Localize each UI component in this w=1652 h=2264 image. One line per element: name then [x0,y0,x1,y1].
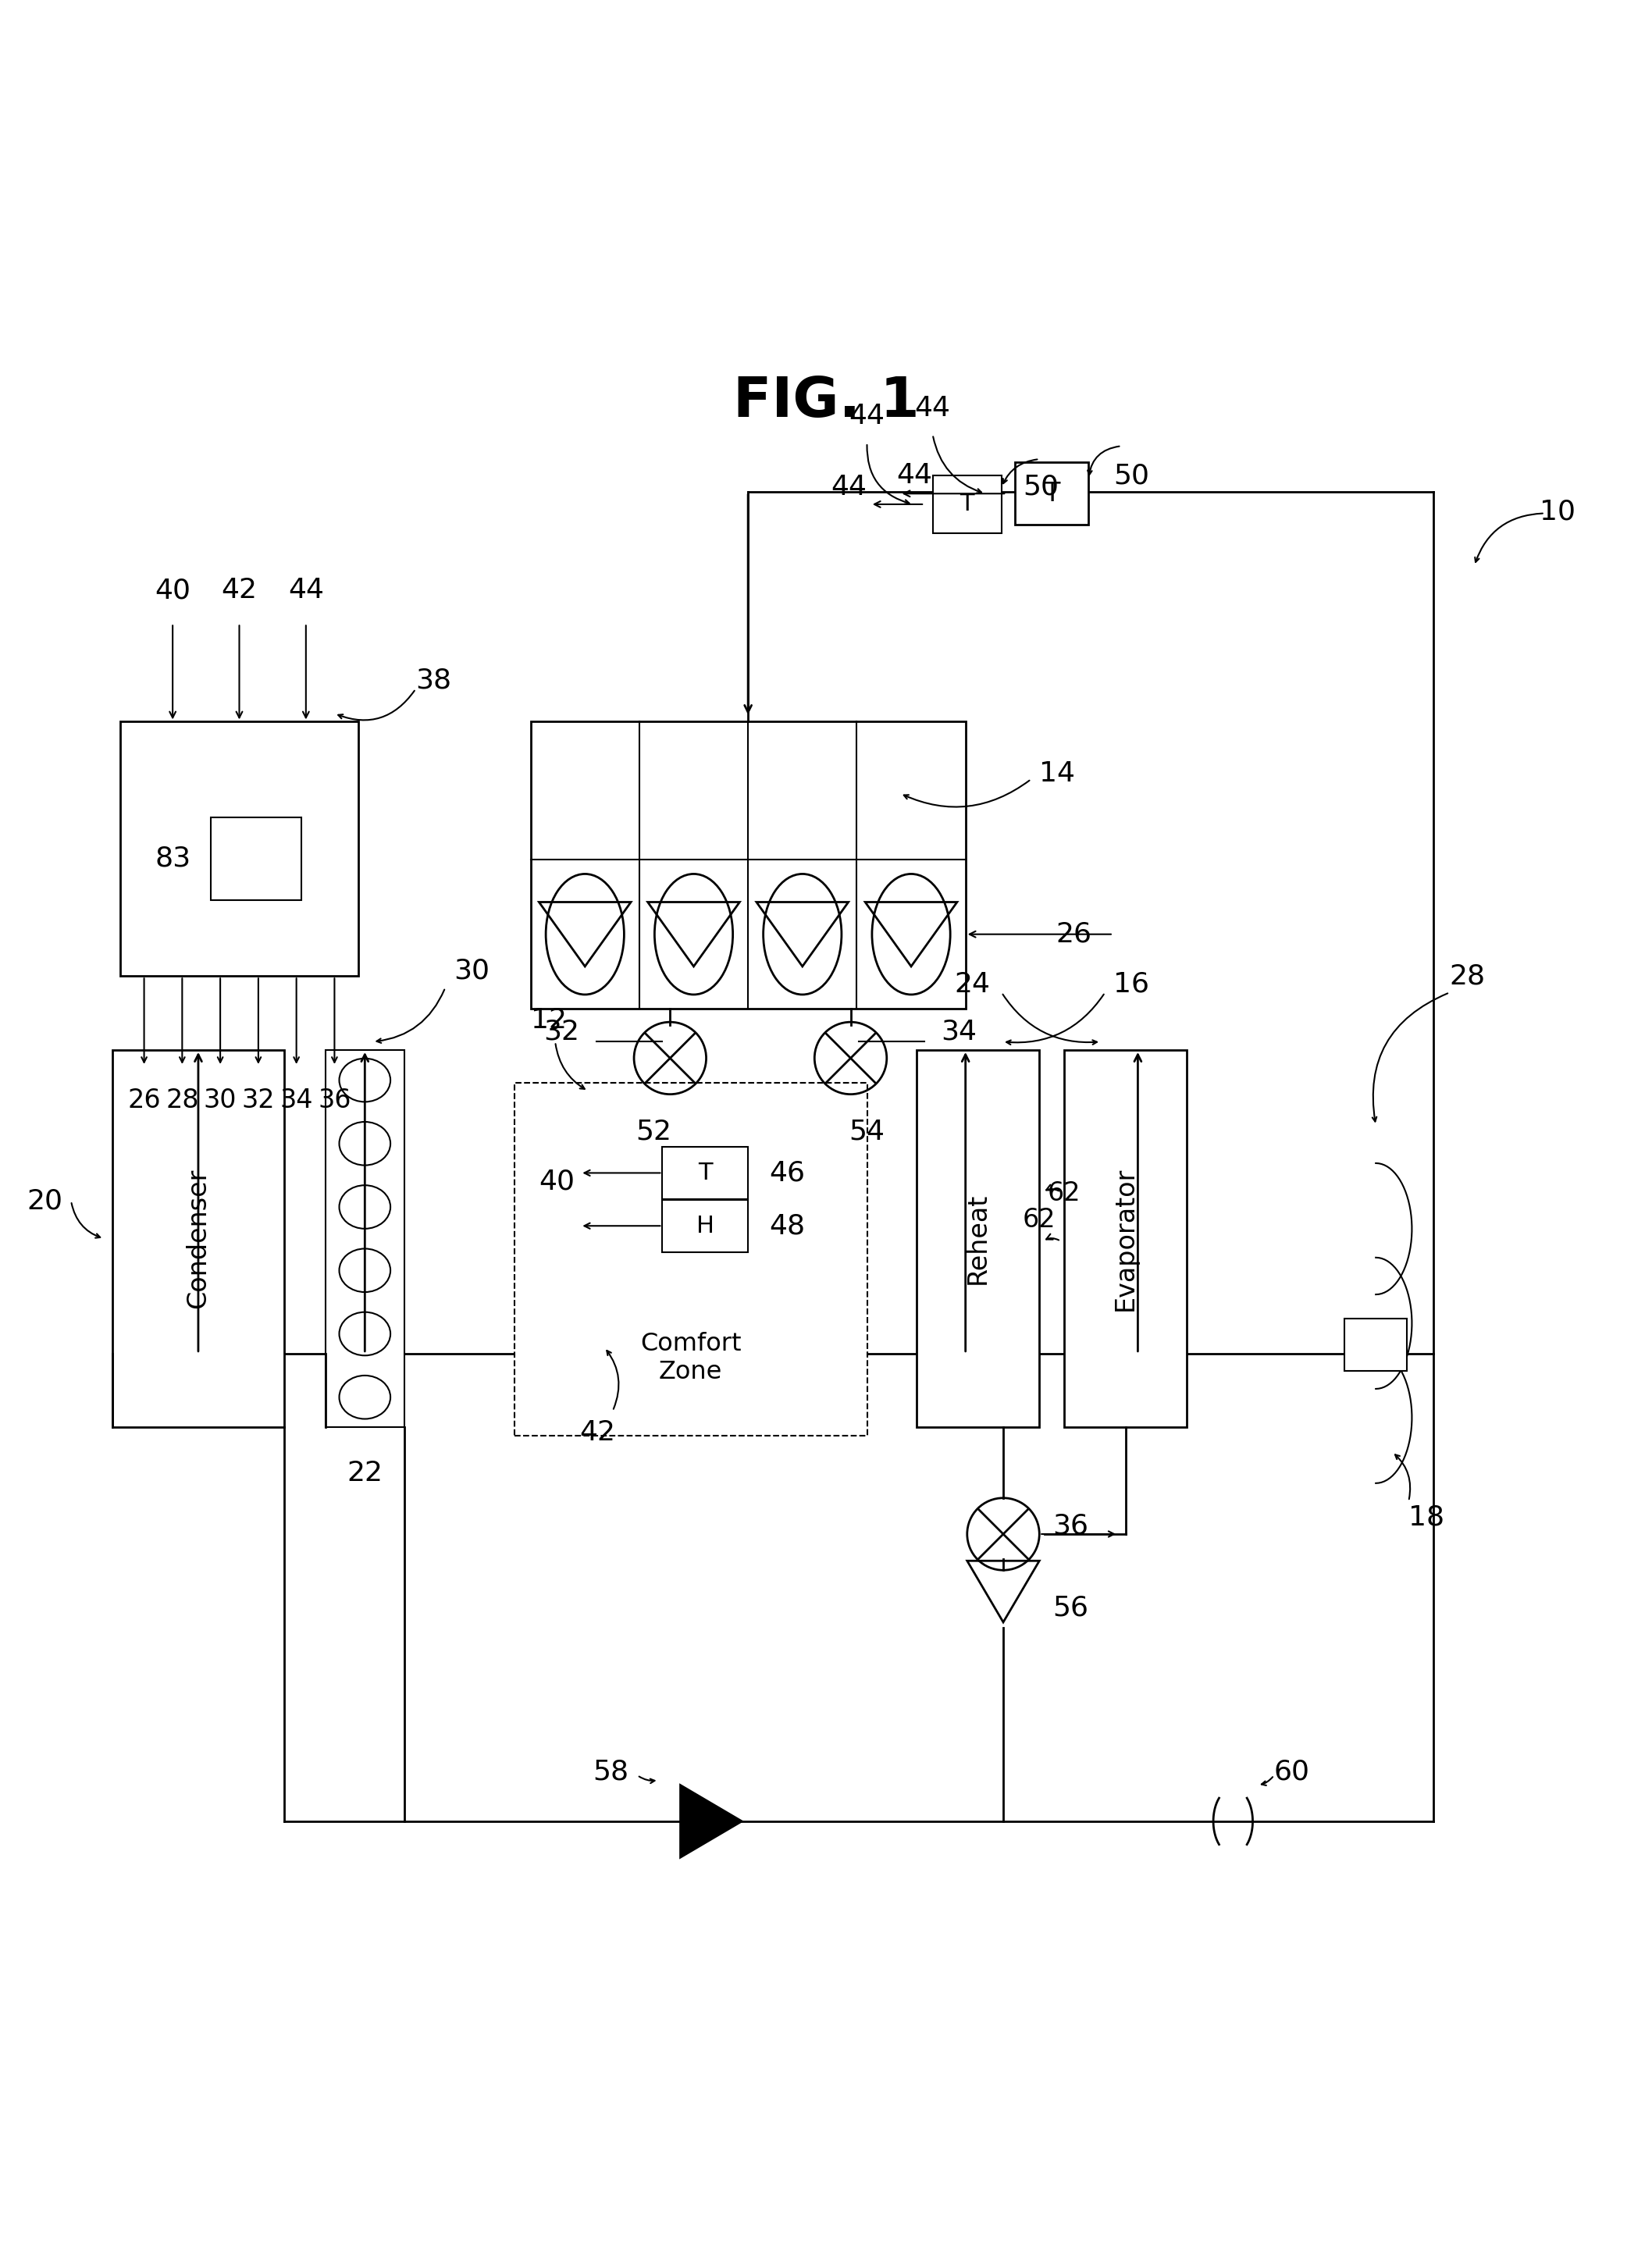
Text: 10: 10 [1540,498,1576,525]
Text: 40: 40 [539,1168,575,1195]
Text: 34: 34 [942,1019,976,1046]
Bar [211,817,301,899]
Text: 36: 36 [317,1087,352,1114]
Bar [530,722,965,1010]
Text: 32: 32 [241,1087,274,1114]
Text: 48: 48 [770,1214,805,1238]
Text: 36: 36 [1052,1512,1089,1540]
Polygon shape [681,1784,742,1856]
Text: FIG. 1: FIG. 1 [733,376,919,428]
Text: 44: 44 [849,403,885,430]
Text: 58: 58 [593,1759,629,1786]
Text: Comfort
Zone: Comfort Zone [639,1331,742,1383]
Text: 30: 30 [453,958,489,985]
Bar [112,1050,284,1426]
Text: H: H [695,1214,714,1236]
Bar [1345,1318,1408,1370]
Text: Condenser: Condenser [185,1168,211,1309]
Text: Evaporator: Evaporator [1113,1166,1138,1311]
Text: 46: 46 [770,1159,805,1186]
Text: 28: 28 [1450,962,1485,989]
Text: 62: 62 [1023,1207,1056,1232]
Text: 26: 26 [127,1087,160,1114]
Text: 60: 60 [1274,1759,1310,1786]
Text: 30: 30 [203,1087,236,1114]
Text: T: T [697,1161,712,1184]
Text: 14: 14 [1039,761,1075,786]
Text: 24: 24 [955,971,990,998]
Text: 28: 28 [165,1087,198,1114]
Text: 44: 44 [897,462,933,489]
Bar [1064,1050,1188,1426]
Bar [325,1050,405,1426]
Text: 18: 18 [1409,1503,1444,1530]
Text: 32: 32 [544,1019,580,1046]
Text: T: T [960,494,975,516]
Bar [933,475,1001,532]
Bar [121,722,358,976]
Text: 22: 22 [347,1460,383,1487]
Text: 50: 50 [1023,473,1059,500]
Text: 12: 12 [530,1007,567,1035]
Text: 26: 26 [1056,921,1092,949]
Text: 50: 50 [1113,462,1150,489]
Text: 42: 42 [580,1420,616,1447]
Text: 54: 54 [849,1118,885,1146]
Text: 44: 44 [915,394,950,421]
Text: T: T [1044,480,1059,507]
Text: 52: 52 [636,1118,672,1146]
Text: 44: 44 [287,577,324,604]
Text: 40: 40 [155,577,190,604]
Text: 34: 34 [279,1087,312,1114]
Bar [662,1200,748,1252]
Text: 83: 83 [155,844,192,872]
Bar [662,1146,748,1200]
Text: 62: 62 [1047,1180,1080,1207]
Text: 16: 16 [1113,971,1150,998]
Text: 44: 44 [831,473,867,500]
Bar [1014,462,1089,525]
Text: 42: 42 [221,577,258,604]
Bar [514,1082,867,1435]
Text: Reheat: Reheat [965,1193,991,1284]
Text: 56: 56 [1052,1594,1089,1621]
Text: 20: 20 [26,1189,63,1214]
Bar [917,1050,1039,1426]
Text: 38: 38 [416,668,451,695]
